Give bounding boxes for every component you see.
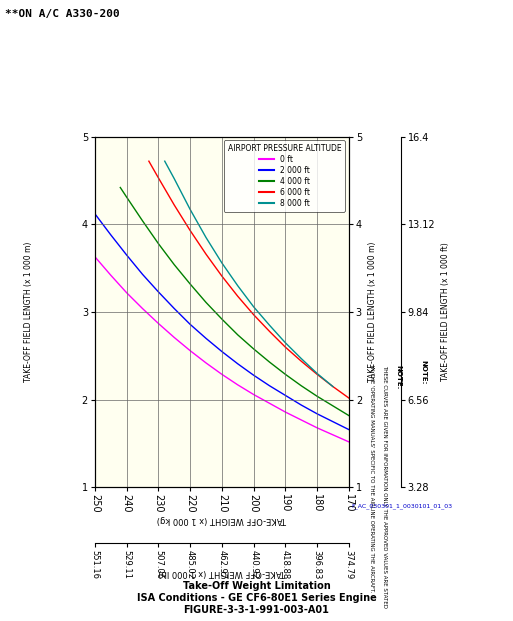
Text: **ON A/C A330-200: **ON A/C A330-200 <box>5 9 120 19</box>
Y-axis label: TAKE-OFF FIELD LENGTH (x 1 000 ft): TAKE-OFF FIELD LENGTH (x 1 000 ft) <box>441 243 450 381</box>
Legend: 0 ft, 2 000 ft, 4 000 ft, 6 000 ft, 8 000 ft: 0 ft, 2 000 ft, 4 000 ft, 6 000 ft, 8 00… <box>224 140 345 212</box>
Text: Take-Off Weight Limitation: Take-Off Weight Limitation <box>183 581 330 591</box>
Text: IN THE 'OPERATING MANUALS' SPECIFIC TO THE AIRLINE OPERATING THE AIRCRAFT.: IN THE 'OPERATING MANUALS' SPECIFIC TO T… <box>369 365 374 592</box>
Y-axis label: TAKE-OFF FIELD LENGTH (x 1 000 m): TAKE-OFF FIELD LENGTH (x 1 000 m) <box>368 242 377 383</box>
Text: THESE CURVES ARE GIVEN FOR INFORMATION ONLY. THE APPROVED VALUES ARE STATED: THESE CURVES ARE GIVEN FOR INFORMATION O… <box>382 365 387 608</box>
Text: ISA Conditions - GE CF6-80E1 Series Engine: ISA Conditions - GE CF6-80E1 Series Engi… <box>136 593 377 603</box>
Text: NOTE:: NOTE: <box>395 365 401 389</box>
Text: NOTE:: NOTE: <box>421 360 427 384</box>
Text: TAKE-OFF FIELD LENGTH (x 1 000 m): TAKE-OFF FIELD LENGTH (x 1 000 m) <box>24 242 33 383</box>
Text: FIGURE-3-3-1-991-003-A01: FIGURE-3-3-1-991-003-A01 <box>184 605 329 615</box>
Text: F_AC_030301_1_0030101_01_03: F_AC_030301_1_0030101_01_03 <box>351 503 452 509</box>
Text: TAKE-OFF WEIGHT (x 1 000 kg): TAKE-OFF WEIGHT (x 1 000 kg) <box>157 515 287 524</box>
Text: TAKE-OFF WEIGHT (x 1 000 lb): TAKE-OFF WEIGHT (x 1 000 lb) <box>158 568 286 577</box>
